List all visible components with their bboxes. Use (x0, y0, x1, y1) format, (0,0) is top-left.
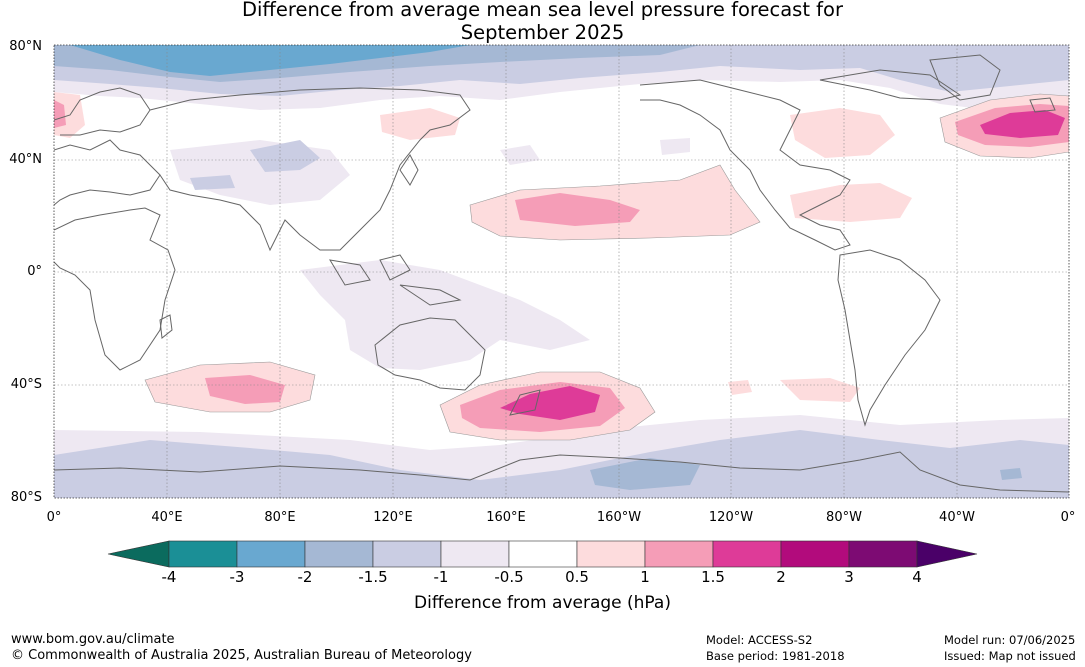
map-title: Difference from average mean sea level p… (0, 0, 1085, 44)
lon-label-120e: 120°E (373, 510, 413, 525)
colorbar-swatch (168, 540, 238, 568)
colorbar-tick-label: -1 (433, 568, 449, 586)
colorbar-tick-label: -2 (297, 568, 313, 586)
lon-label-80w: 80°W (826, 510, 862, 525)
colorbar-tick-label: 3 (844, 568, 854, 586)
footer-base-period: Base period: 1981-2018 (706, 649, 845, 663)
footer-issued: Issued: Map not issued (944, 649, 1076, 663)
colorbar-tick-label: 4 (912, 568, 922, 586)
colorbar-swatch (644, 540, 714, 568)
colorbar-over-arrow (916, 540, 978, 568)
colorbar-swatch (440, 540, 510, 568)
colorbar-swatch (372, 540, 442, 568)
lon-label-0-left: 0° (46, 510, 62, 525)
colorbar-swatch (236, 540, 306, 568)
colorbar-swatch (304, 540, 374, 568)
colorbar-tick-label: -0.5 (494, 568, 524, 586)
colorbar-under-arrow (107, 540, 170, 568)
colorbar (107, 540, 978, 568)
coastlines (54, 54, 1069, 493)
lat-label-40s: 40°S (10, 377, 42, 392)
footer-model: Model: ACCESS-S2 (706, 633, 813, 647)
lon-label-40e: 40°E (151, 510, 183, 525)
footer-url: www.bom.gov.au/climate (11, 632, 175, 647)
lon-label-0-right: 0° (1060, 510, 1076, 525)
lon-label-80e: 80°E (264, 510, 296, 525)
colorbar-tick-label: 1.5 (701, 568, 725, 586)
lat-label-80n: 80°N (9, 39, 42, 54)
footer-model-run: Model run: 07/06/2025 (944, 633, 1076, 647)
lon-label-160e: 160°E (486, 510, 526, 525)
colorbar-tick-label: 2 (776, 568, 786, 586)
colorbar-tick-label: 1 (640, 568, 650, 586)
colorbar-swatch (848, 540, 918, 568)
colorbar-tick-label: -4 (161, 568, 177, 586)
title-line-2: September 2025 (460, 21, 625, 44)
lat-label-40n: 40°N (9, 152, 42, 167)
lat-label-0: 0° (27, 264, 42, 279)
colorbar-tick-label: 0.5 (565, 568, 589, 586)
footer-copyright: © Commonwealth of Australia 2025, Austra… (11, 648, 472, 663)
colorbar-tick-label: -1.5 (358, 568, 388, 586)
lon-label-160w: 160°W (596, 510, 642, 525)
title-line-1: Difference from average mean sea level p… (242, 0, 843, 21)
lat-label-80s: 80°S (10, 490, 42, 505)
colorbar-swatch (712, 540, 782, 568)
colorbar-swatch (576, 540, 646, 568)
colorbar-label: Difference from average (hPa) (414, 593, 671, 613)
lon-label-120w: 120°W (708, 510, 754, 525)
colorbar-swatch (508, 540, 578, 568)
colorbar-swatch (780, 540, 850, 568)
colorbar-tick-label: -3 (229, 568, 245, 586)
lon-label-40w: 40°W (939, 510, 975, 525)
